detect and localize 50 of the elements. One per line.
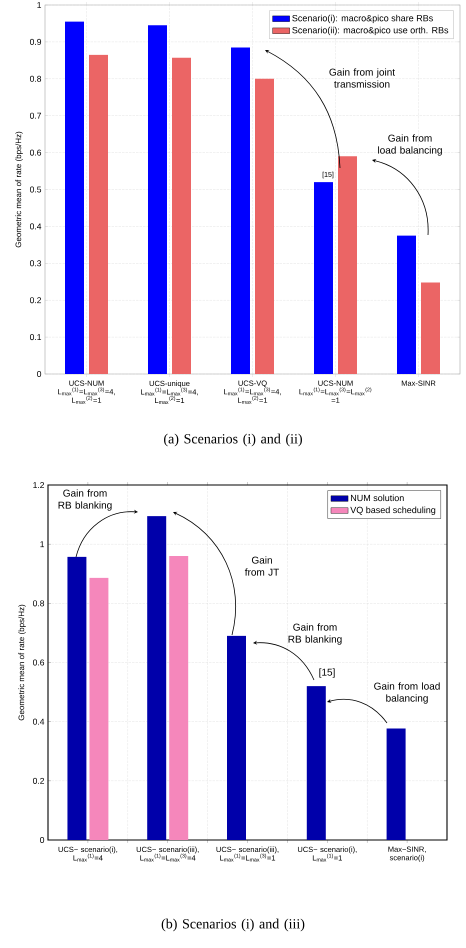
bar bbox=[397, 236, 416, 374]
bar bbox=[89, 54, 108, 374]
bar bbox=[89, 578, 108, 840]
bar bbox=[255, 78, 274, 374]
bar bbox=[386, 728, 406, 840]
bar bbox=[231, 47, 250, 374]
text: (a) Scenarios (i) and (ii) bbox=[164, 434, 302, 446]
annotation: Gain from joint transmission bbox=[329, 68, 395, 88]
y-tick-label: 0.6 bbox=[32, 660, 44, 666]
bar bbox=[227, 636, 246, 840]
y-tick-label: 0.4 bbox=[32, 718, 44, 725]
bar bbox=[314, 182, 333, 374]
y-tick-label: 0.9 bbox=[30, 38, 42, 45]
bar bbox=[338, 156, 357, 374]
bar bbox=[421, 282, 440, 374]
legend-label: Scenario(i): macro&pico share RBs bbox=[292, 14, 433, 24]
bar bbox=[172, 58, 191, 374]
legend-label: Scenario(ii): macro&pico use orth. RBs bbox=[292, 26, 448, 36]
y-tick-label: 0.2 bbox=[32, 778, 44, 784]
bar bbox=[147, 516, 166, 840]
bar bbox=[65, 22, 84, 374]
bar bbox=[148, 25, 167, 374]
annotation: Gain from JT bbox=[244, 556, 279, 576]
text: (b) Scenarios (i) and (iii) bbox=[162, 918, 304, 932]
y-tick-label: 0 bbox=[37, 371, 42, 378]
y-tick-label: 0.1 bbox=[30, 334, 42, 340]
y-tick-label: 0.7 bbox=[30, 112, 42, 119]
y-tick-label: 0.3 bbox=[30, 260, 42, 266]
y-tick-label: 1 bbox=[37, 2, 42, 8]
y-tick-label: 0 bbox=[40, 837, 44, 844]
y-axis-title: Geometric mean of rate (bps/Hz) bbox=[15, 132, 23, 248]
y-tick-label: 0.8 bbox=[30, 76, 42, 82]
legend-label: VQ based scheduling bbox=[350, 506, 436, 515]
bar bbox=[306, 686, 326, 840]
y-tick-label: 0.2 bbox=[30, 297, 42, 304]
legend-label: NUM solution bbox=[350, 494, 404, 502]
y-tick-label: 1.2 bbox=[33, 482, 44, 488]
y-tick-label: 0.5 bbox=[30, 186, 42, 193]
annotation: Gain from load balancing bbox=[378, 134, 442, 156]
y-tick-label: 0.8 bbox=[32, 600, 44, 606]
y-tick-label: 0.6 bbox=[30, 150, 42, 156]
bar bbox=[67, 556, 86, 840]
y-tick-label: 1 bbox=[40, 541, 44, 548]
annotation: [15] bbox=[319, 668, 335, 678]
annotation: Gain from load balancing bbox=[374, 682, 440, 704]
y-tick-label: 0.4 bbox=[30, 223, 42, 230]
y-axis-title: Geometric mean of rate (bps/Hz) bbox=[18, 604, 26, 720]
annotation: Gain from RB blanking bbox=[58, 489, 112, 511]
bar bbox=[169, 556, 188, 840]
annotation: Gain from RB blanking bbox=[288, 623, 342, 645]
